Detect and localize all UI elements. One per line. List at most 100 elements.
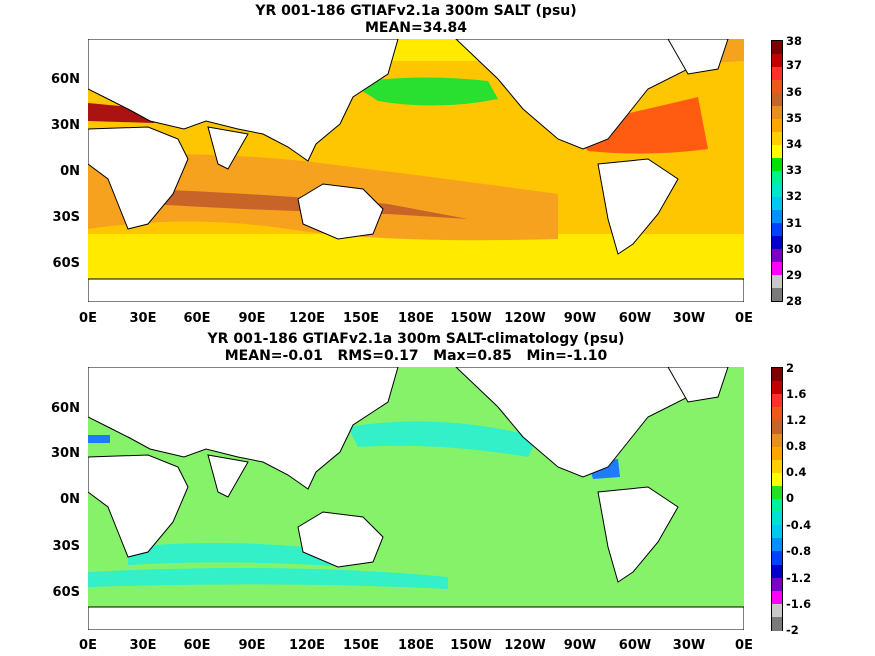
continents xyxy=(88,39,744,302)
south-america xyxy=(597,486,679,583)
colorbar-swatch xyxy=(772,446,782,461)
panel2-cbar-tick-minus-0.8: -0.8 xyxy=(786,544,812,558)
panel1-lon-60e: 60E xyxy=(183,311,211,326)
panel1-lat-60n: 60N xyxy=(51,72,80,87)
greenland xyxy=(667,39,729,75)
panel1-cbar-tick-31: 31 xyxy=(786,216,803,230)
panel2-title: YR 001-186 GTIAFv2.1a 300m SALT-climatol… xyxy=(207,331,625,347)
colorbar-swatch xyxy=(772,93,782,106)
panel2-lon-120w: 120W xyxy=(504,638,546,653)
colorbar-swatch xyxy=(772,564,782,579)
colorbar-swatch xyxy=(772,433,782,448)
panel1-cbar-tick-33: 33 xyxy=(786,163,803,177)
panel1-lon-90e: 90E xyxy=(238,311,266,326)
colorbar-swatch xyxy=(772,499,782,513)
panel2-map-svg xyxy=(88,367,744,630)
colorbar-swatch xyxy=(772,54,782,67)
panel1-lat-0n: 0N xyxy=(60,164,80,179)
panel1-lon-60w: 60W xyxy=(618,311,652,326)
panel2-lon-180e: 180E xyxy=(397,638,435,653)
colorbar-swatch xyxy=(772,538,782,553)
southern-cyan-band xyxy=(88,568,448,589)
colorbar-swatch xyxy=(772,368,782,382)
colorbar-swatch xyxy=(772,394,782,409)
colorbar-swatch xyxy=(772,275,782,288)
colorbar-swatch xyxy=(772,420,782,435)
panel2-lon-0e-end: 0E xyxy=(735,638,753,653)
panel2-cbar-tick-1.6: 1.6 xyxy=(786,387,807,401)
panel1-lon-30e: 30E xyxy=(129,311,157,326)
panel2-cbar-tick-0.4: 0.4 xyxy=(786,465,807,479)
colorbar-swatch xyxy=(772,459,782,474)
greenland xyxy=(667,367,729,403)
panel1-lon-150w: 150W xyxy=(450,311,492,326)
colorbar-swatch xyxy=(772,80,782,93)
panel1-lat-30n: 30N xyxy=(51,118,80,133)
colorbar-swatch xyxy=(772,145,782,158)
colorbar-swatch xyxy=(772,236,782,249)
colorbar-swatch xyxy=(772,158,782,171)
colorbar-swatch xyxy=(772,171,782,184)
panel2-lon-150w: 150W xyxy=(450,638,492,653)
panel1-cbar-tick-32: 32 xyxy=(786,189,803,203)
panel2-cbar-tick-0: 0 xyxy=(786,491,795,505)
africa xyxy=(88,454,189,558)
panel2-lon-120e: 120E xyxy=(288,638,326,653)
colorbar-swatch xyxy=(772,512,782,527)
panel1-lon-180e: 180E xyxy=(397,311,435,326)
med-blue xyxy=(88,435,110,443)
colorbar-swatch xyxy=(772,616,782,631)
panel2-map xyxy=(88,367,744,630)
eurasia xyxy=(88,367,399,490)
panel2-lon-30w: 30W xyxy=(672,638,706,653)
colorbar-swatch xyxy=(772,249,782,262)
panel2-lon-60e: 60E xyxy=(183,638,211,653)
panel2-colorbar xyxy=(771,367,783,631)
panel1-lon-0e-end: 0E xyxy=(735,311,753,326)
panel1-cbar-tick-34: 34 xyxy=(786,137,803,151)
panel1-lon-90w: 90W xyxy=(563,311,597,326)
panel2-cbar-tick-0.8: 0.8 xyxy=(786,439,807,453)
panel2-cbar-tick-minus-1.2: -1.2 xyxy=(786,571,812,585)
colorbar-swatch xyxy=(772,262,782,275)
colorbar-swatch xyxy=(772,577,782,592)
panel1-cbar-tick-38: 38 xyxy=(786,34,803,48)
panel2-cbar-tick-minus-1.6: -1.6 xyxy=(786,597,812,611)
panel1-cbar-tick-30: 30 xyxy=(786,242,803,256)
panel1-colorbar xyxy=(771,40,783,302)
panel1-lon-30w: 30W xyxy=(672,311,706,326)
colorbar-swatch xyxy=(772,197,782,210)
panel2-subtitle: MEAN=-0.01 RMS=0.17 Max=0.85 Min=-1.10 xyxy=(224,348,608,364)
antarctica xyxy=(88,278,744,302)
indian-cyan-band xyxy=(128,543,348,567)
panel1-cbar-tick-29: 29 xyxy=(786,268,803,282)
panel2-lat-30n: 30N xyxy=(51,446,80,461)
panel1-lon-120w: 120W xyxy=(504,311,546,326)
colorbar-swatch xyxy=(772,472,782,487)
panel1-subtitle: MEAN=34.84 xyxy=(364,20,468,36)
panel2-lon-90e: 90E xyxy=(238,638,266,653)
colorbar-swatch xyxy=(772,119,782,132)
colorbar-swatch xyxy=(772,407,782,422)
colorbar-swatch xyxy=(772,184,782,197)
colorbar-swatch xyxy=(772,223,782,236)
eurasia xyxy=(88,39,399,162)
panel2-cbar-tick-2: 2 xyxy=(786,361,795,375)
panel1-cbar-tick-35: 35 xyxy=(786,111,803,125)
antarctica xyxy=(88,606,744,630)
africa xyxy=(88,126,189,230)
panel2-lat-60s: 60S xyxy=(52,585,80,600)
panel2-cbar-tick-minus-2: -2 xyxy=(786,623,799,637)
north-pacific-fresh xyxy=(350,77,498,106)
panel1-lon-0e: 0E xyxy=(79,311,97,326)
colorbar-swatch xyxy=(772,485,782,500)
colorbar-swatch xyxy=(772,106,782,119)
colorbar-swatch xyxy=(772,525,782,540)
panel2-lon-0e: 0E xyxy=(79,638,97,653)
continents xyxy=(88,367,744,630)
panel2-cbar-tick-minus-0.4: -0.4 xyxy=(786,518,812,532)
colorbar-swatch xyxy=(772,41,782,54)
colorbar-swatch xyxy=(772,590,782,605)
panel2-lat-0n: 0N xyxy=(60,492,80,507)
panel1-title: YR 001-186 GTIAFv2.1a 300m SALT (psu) xyxy=(255,3,577,19)
